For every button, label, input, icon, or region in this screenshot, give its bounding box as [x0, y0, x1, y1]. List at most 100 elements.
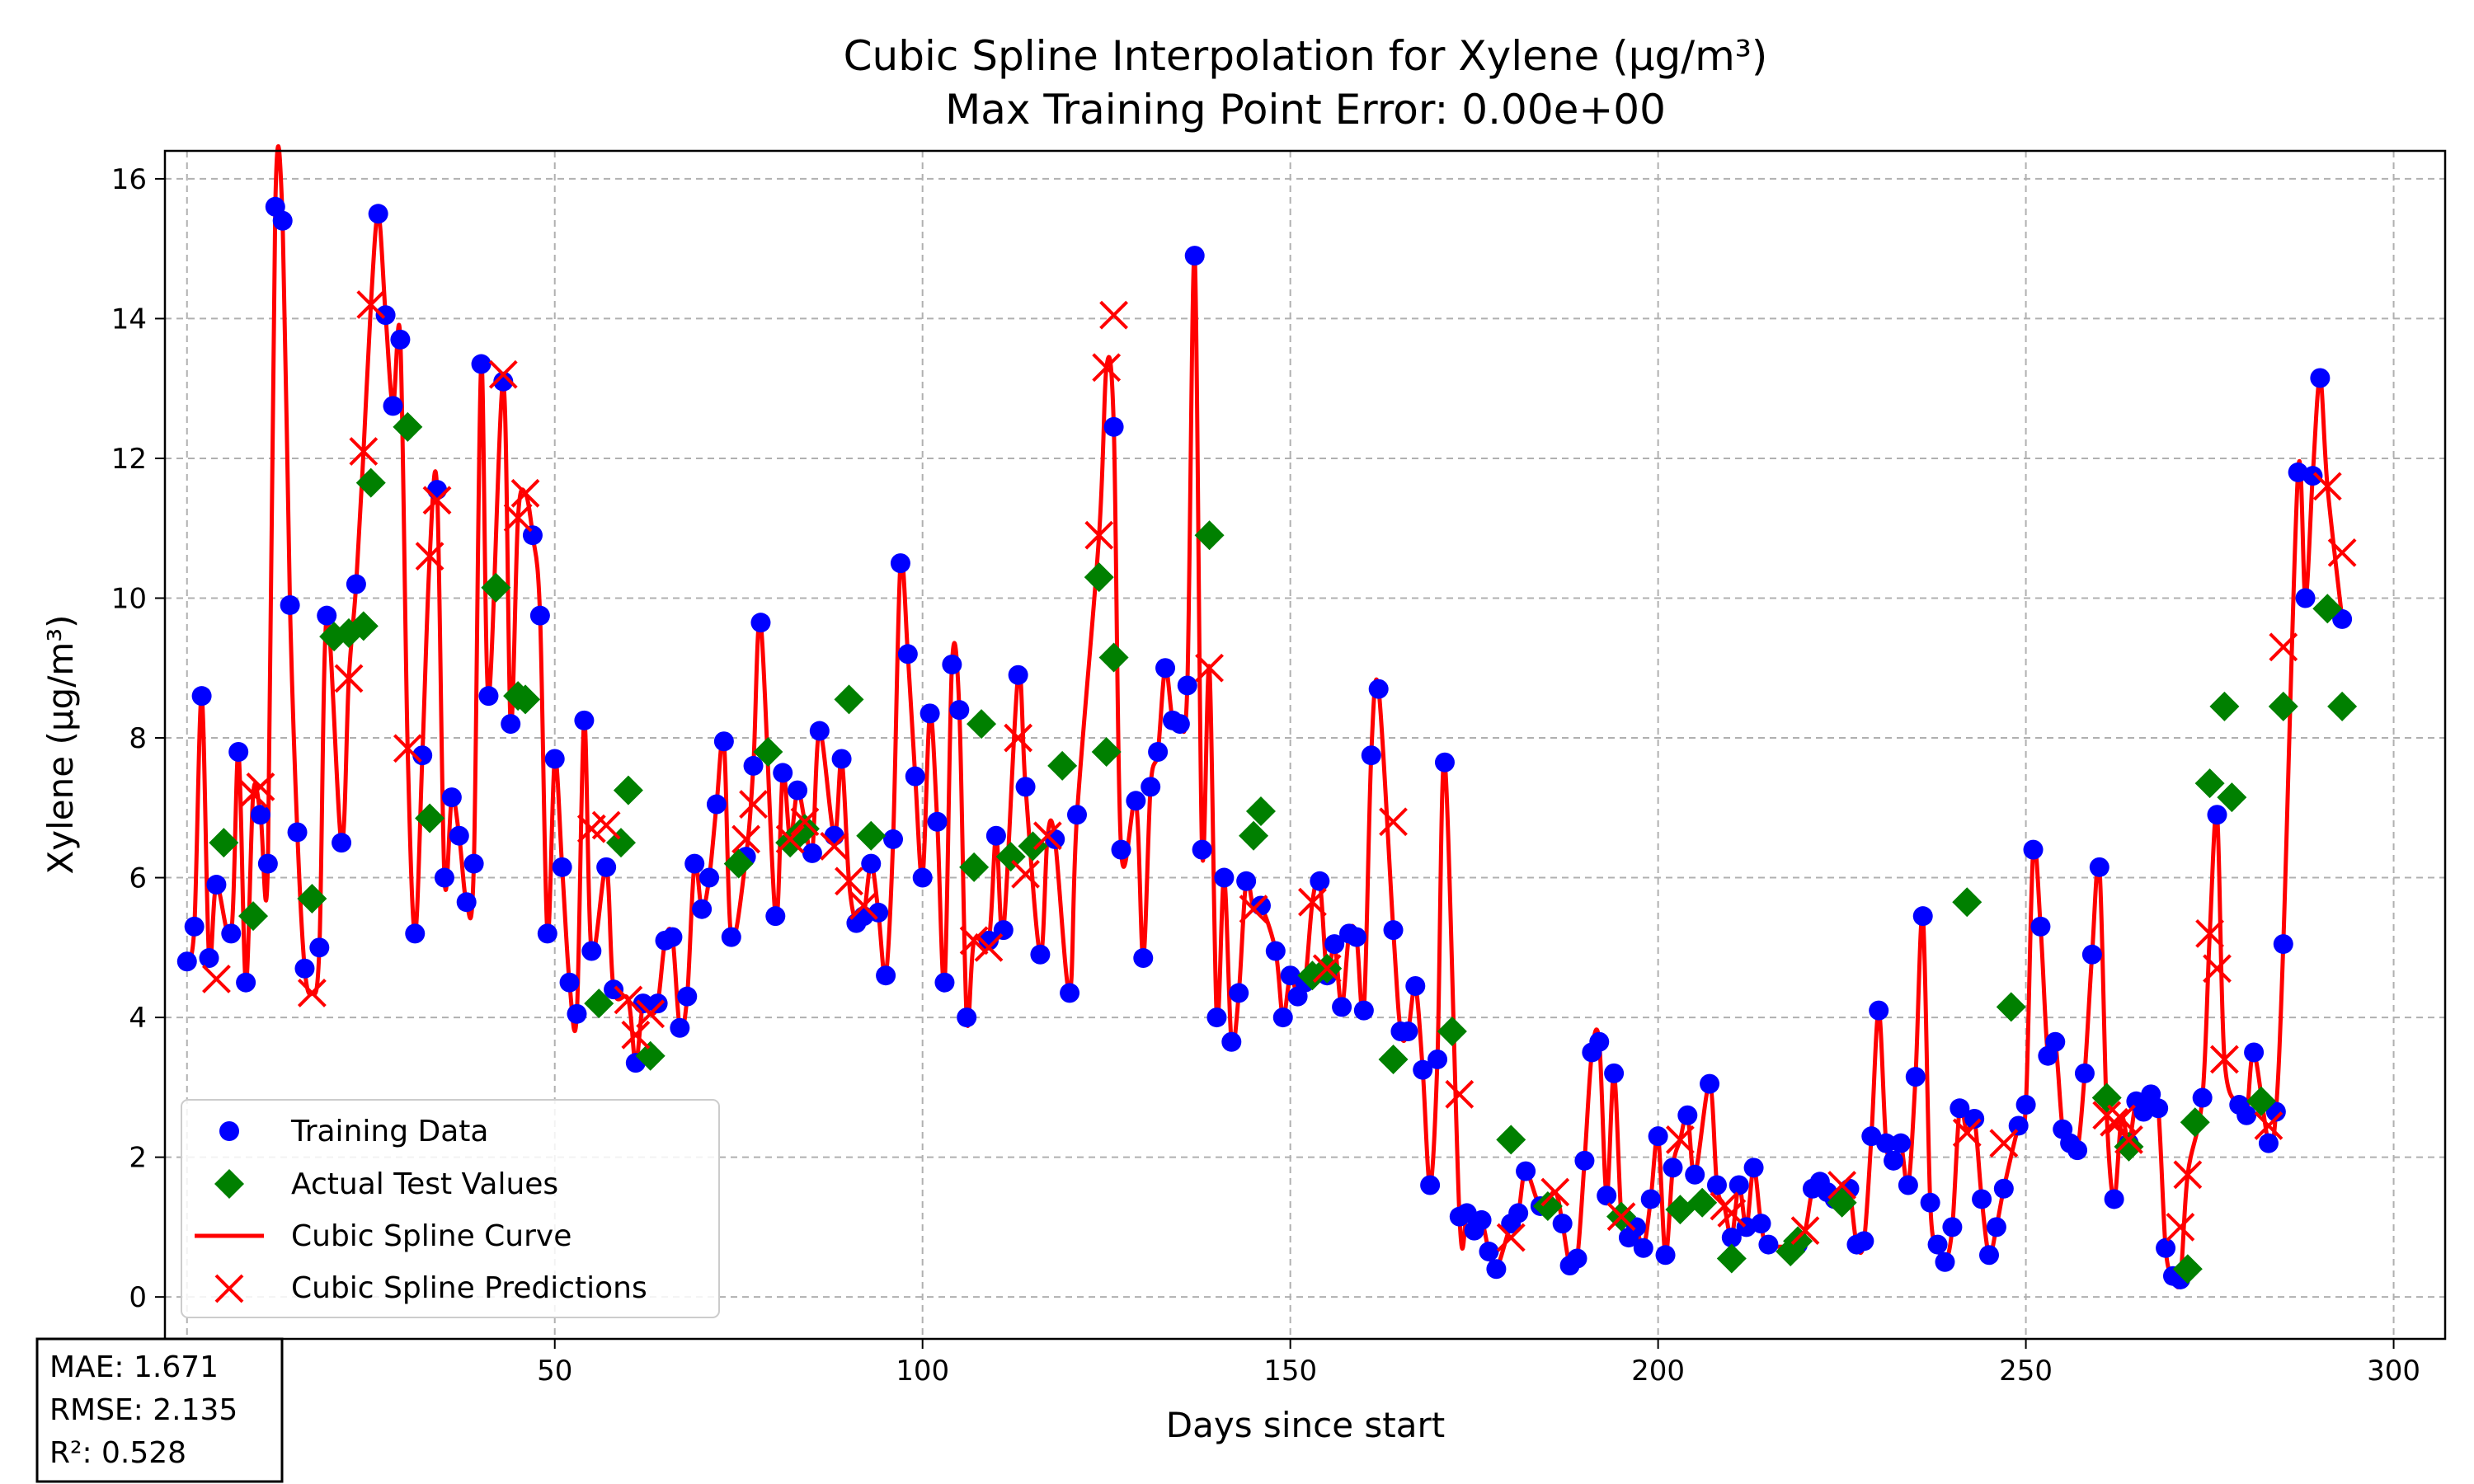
prediction-point	[1099, 300, 1129, 330]
training-point	[993, 920, 1014, 941]
training-point	[2207, 805, 2227, 825]
test-point	[584, 989, 614, 1019]
prediction-point	[1032, 821, 1062, 851]
prediction-point	[297, 979, 327, 1007]
prediction-point	[334, 664, 364, 693]
test-point	[613, 775, 643, 805]
prediction-point	[393, 734, 422, 763]
training-point	[1869, 1000, 1889, 1021]
prediction-point	[835, 866, 863, 896]
training-point	[802, 843, 822, 863]
training-point	[493, 371, 514, 392]
training-point	[537, 923, 557, 944]
plot-frame	[163, 149, 2447, 1341]
training-point	[1950, 1098, 1970, 1119]
training-point	[1597, 1186, 1617, 1206]
test-point	[834, 684, 864, 715]
training-point	[750, 613, 771, 633]
prediction-point	[614, 985, 643, 1015]
training-point	[1567, 1248, 1587, 1269]
prediction-point	[488, 359, 518, 389]
training-point	[809, 721, 830, 741]
prediction-point	[1312, 954, 1342, 984]
test-point	[2194, 768, 2225, 799]
training-point	[1221, 1031, 1242, 1052]
y-tick-label: 0	[129, 1281, 147, 1314]
prediction-point	[349, 437, 379, 466]
training-point	[559, 972, 580, 993]
test-point	[1239, 820, 1269, 851]
training-point	[912, 867, 933, 888]
training-point	[1589, 1031, 1610, 1052]
test-point	[2180, 1107, 2210, 1138]
training-point	[346, 574, 366, 594]
training-point	[1920, 1192, 1940, 1213]
prediction-point	[1011, 859, 1040, 889]
test-point	[2268, 691, 2298, 721]
x-tick-label: 250	[1999, 1355, 2053, 1388]
training-point	[478, 686, 499, 707]
training-point	[1700, 1073, 1720, 1094]
test-point	[959, 852, 990, 882]
test-point	[606, 828, 636, 858]
training-point	[544, 749, 565, 769]
training-point	[2081, 944, 2102, 965]
test-point	[1996, 992, 2026, 1022]
training-point	[978, 930, 999, 951]
training-point	[206, 875, 227, 895]
training-point	[501, 714, 521, 735]
x-tick-label: 300	[2367, 1355, 2420, 1388]
test-point	[1687, 1187, 1718, 1218]
training-point	[1552, 1214, 1573, 1234]
training-point	[1663, 1158, 1683, 1178]
training-point	[1986, 1217, 2006, 1237]
prediction-point	[202, 965, 231, 993]
metric-rmse: RMSE: 2.135	[49, 1393, 238, 1427]
training-point	[2148, 1098, 2169, 1119]
test-point	[967, 709, 997, 740]
training-point	[773, 763, 793, 783]
training-point	[1272, 1007, 1293, 1028]
x-tick-label: 200	[1631, 1355, 1685, 1388]
training-point	[272, 210, 293, 231]
training-point	[1332, 997, 1352, 1017]
training-point	[280, 594, 300, 615]
training-point	[1884, 1150, 1904, 1171]
training-point	[1972, 1189, 1992, 1209]
training-point	[1310, 871, 1330, 891]
training-point	[375, 305, 396, 326]
training-point	[176, 951, 197, 972]
x-tick-label: 100	[896, 1355, 949, 1388]
training-point	[1979, 1245, 1999, 1266]
training-point	[604, 979, 624, 1000]
prediction-point	[2254, 1111, 2284, 1140]
test-point	[2114, 1131, 2144, 1162]
prediction-point	[1092, 353, 1122, 383]
training-point	[1685, 1164, 1705, 1185]
training-point	[985, 825, 1006, 846]
training-point	[529, 605, 550, 626]
training-point	[1111, 839, 1131, 860]
training-point	[662, 927, 683, 947]
x-axis-label: Days since start	[1166, 1405, 1445, 1445]
prediction-point	[1827, 1171, 1857, 1200]
y-axis-label: Xylene (μg/m³)	[40, 615, 81, 875]
training-point	[1876, 1133, 1897, 1153]
training-point	[1942, 1217, 1963, 1237]
training-point	[920, 703, 940, 724]
training-point	[2236, 1105, 2257, 1125]
training-point	[721, 927, 741, 947]
training-point	[1758, 1234, 1779, 1255]
prediction-point	[422, 486, 452, 515]
training-point	[441, 787, 462, 808]
prediction-point	[2114, 1125, 2143, 1154]
training-point	[949, 700, 970, 721]
prediction-point	[356, 290, 386, 319]
training-point	[1103, 416, 1124, 437]
training-point	[427, 480, 448, 500]
prediction-point	[2173, 1160, 2203, 1190]
test-point	[2327, 691, 2358, 721]
prediction-point	[2166, 1212, 2195, 1242]
training-point	[2074, 1063, 2095, 1083]
test-point	[1532, 1190, 1563, 1221]
